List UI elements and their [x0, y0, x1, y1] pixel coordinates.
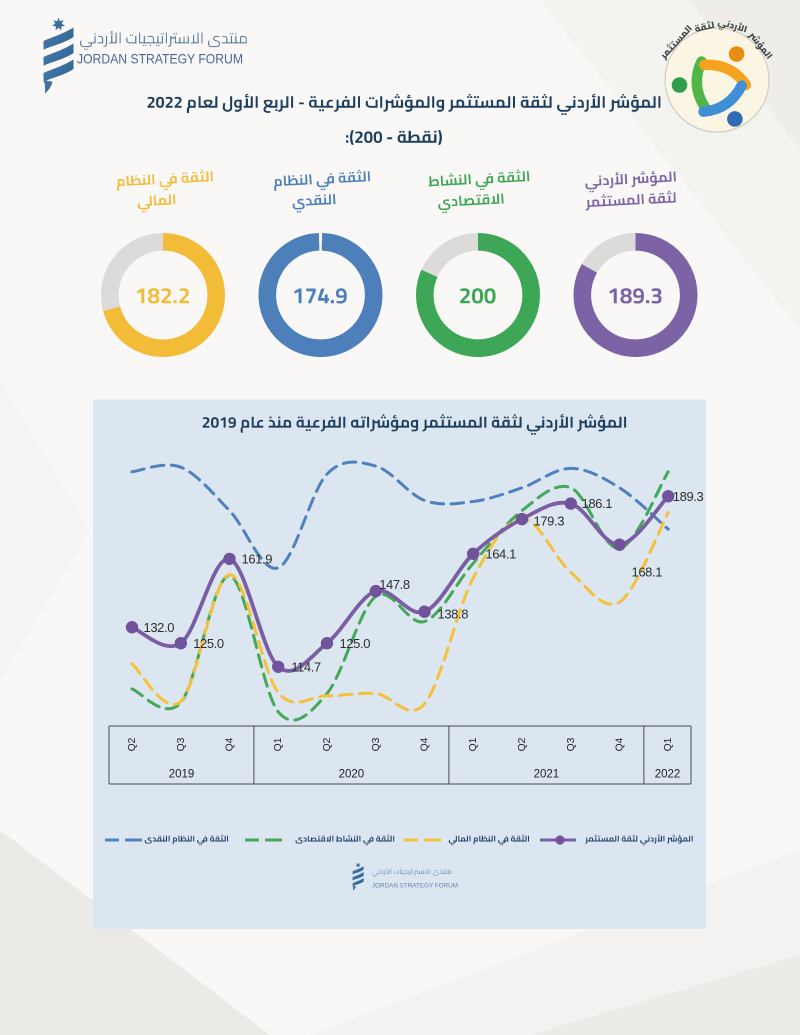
svg-text:Q1: Q1 — [273, 737, 284, 751]
svg-text:Q3: Q3 — [371, 737, 382, 751]
svg-text:186.1: 186.1 — [582, 496, 613, 511]
svg-text:164.1: 164.1 — [485, 546, 516, 561]
svg-text:Q4: Q4 — [615, 737, 626, 751]
svg-text:Q4: Q4 — [420, 737, 431, 751]
svg-text:Q4: Q4 — [225, 737, 236, 751]
svg-text:147.8: 147.8 — [379, 577, 410, 592]
svg-text:189.3: 189.3 — [673, 489, 704, 504]
svg-text:JORDAN STRATEGY FORUM: JORDAN STRATEGY FORUM — [372, 883, 458, 890]
svg-text:138.8: 138.8 — [438, 606, 469, 621]
svg-text:Q1: Q1 — [468, 737, 479, 751]
svg-text:Q2: Q2 — [127, 737, 138, 751]
svg-text:Q2: Q2 — [517, 737, 528, 751]
svg-text:Q3: Q3 — [566, 737, 577, 751]
svg-text:2021: 2021 — [534, 769, 560, 781]
svg-text:Q3: Q3 — [176, 737, 187, 751]
svg-text:2019: 2019 — [169, 769, 195, 781]
svg-text:132.0: 132.0 — [144, 620, 175, 635]
svg-text:125.0: 125.0 — [193, 636, 224, 651]
svg-text:179.3: 179.3 — [534, 513, 565, 528]
svg-text:Q2: Q2 — [322, 737, 333, 751]
svg-text:125.0: 125.0 — [340, 636, 371, 651]
svg-text:114.7: 114.7 — [291, 659, 321, 674]
svg-text:2022: 2022 — [655, 769, 681, 781]
svg-text:JORDAN STRATEGY FORUM: JORDAN STRATEGY FORUM — [77, 52, 243, 67]
svg-text:2020: 2020 — [339, 769, 365, 781]
svg-text:Q1: Q1 — [663, 737, 674, 751]
svg-text:161.9: 161.9 — [242, 552, 273, 567]
svg-text:168.1: 168.1 — [632, 564, 663, 579]
